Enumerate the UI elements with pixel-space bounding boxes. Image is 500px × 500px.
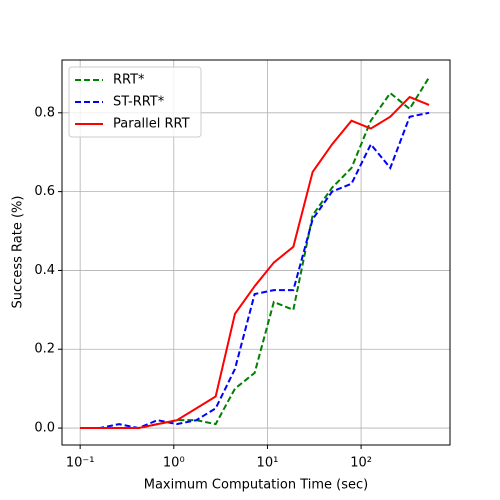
legend-label: Parallel RRT <box>113 117 190 132</box>
x-tick-label: 10⁰ <box>163 456 185 471</box>
legend-box <box>68 66 202 138</box>
x-tick-label: 10¹ <box>257 456 279 471</box>
y-tick-label: 0.4 <box>34 263 55 278</box>
x-tick-label: 10² <box>350 456 372 471</box>
legend-label: RRT* <box>113 73 145 88</box>
x-tick-label: 10⁻¹ <box>66 456 95 471</box>
y-axis-label: Success Rate (%) <box>11 196 26 309</box>
legend: RRT* ST-RRT* Parallel RRT <box>68 66 202 138</box>
y-tick-label: 0.2 <box>34 342 55 357</box>
series-line <box>80 95 430 430</box>
legend-label: ST-RRT* <box>113 95 165 110</box>
x-axis-label: Maximum Computation Time (sec) <box>144 478 368 493</box>
plot-frame <box>61 59 451 446</box>
y-tick-label: 0.8 <box>34 105 55 120</box>
y-tick-label: 0.0 <box>34 421 55 436</box>
y-tick-label: 0.6 <box>34 184 55 199</box>
